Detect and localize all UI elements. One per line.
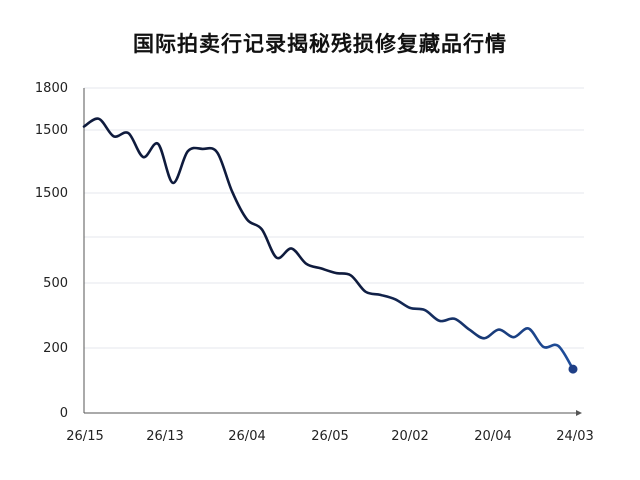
end-point-marker (568, 364, 578, 374)
y-tick-label: 200 (43, 341, 68, 356)
y-tick-label: 0 (60, 406, 68, 421)
x-tick-label: 20/02 (391, 429, 428, 444)
x-tick-label: 26/04 (228, 429, 265, 444)
x-tick-label: 24/03 (556, 429, 593, 444)
chart-title: 国际拍卖行记录揭秘残损修复藏品行情 (133, 32, 507, 56)
y-tick-label: 1800 (35, 81, 68, 96)
y-tick-label: 500 (43, 276, 68, 291)
x-tick-label: 26/15 (66, 429, 103, 444)
y-tick-label: 1500 (35, 186, 68, 201)
x-tick-label: 26/05 (311, 429, 348, 444)
y-tick-label: 1500 (35, 123, 68, 138)
x-tick-label: 20/04 (474, 429, 511, 444)
series-line (82, 117, 575, 371)
x-axis-arrow (576, 410, 582, 416)
x-tick-label: 26/13 (146, 429, 183, 444)
